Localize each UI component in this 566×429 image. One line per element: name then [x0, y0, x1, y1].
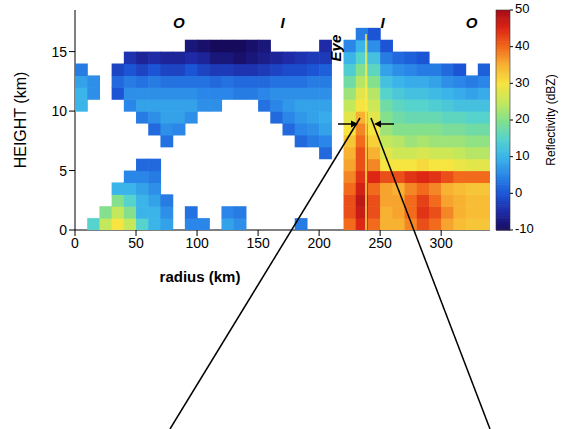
svg-text:30: 30	[515, 75, 529, 90]
svg-text:5: 5	[59, 163, 67, 179]
svg-text:HEIGHT (km): HEIGHT (km)	[12, 72, 29, 169]
svg-text:300: 300	[429, 235, 453, 251]
svg-text:10: 10	[515, 148, 529, 163]
svg-text:50: 50	[128, 235, 144, 251]
svg-text:I: I	[280, 14, 285, 31]
svg-text:50: 50	[515, 1, 529, 16]
svg-text:-10: -10	[515, 221, 534, 236]
svg-text:O: O	[173, 14, 185, 31]
svg-text:0: 0	[71, 235, 79, 251]
svg-text:150: 150	[246, 235, 270, 251]
svg-text:I: I	[381, 14, 386, 31]
svg-text:200: 200	[307, 235, 331, 251]
svg-text:0: 0	[515, 185, 522, 200]
svg-text:100: 100	[185, 235, 209, 251]
svg-text:radius (km): radius (km)	[160, 268, 241, 285]
svg-text:40: 40	[515, 38, 529, 53]
svg-text:15: 15	[51, 44, 67, 60]
svg-text:20: 20	[515, 111, 529, 126]
svg-text:0: 0	[59, 222, 67, 238]
svg-text:10: 10	[51, 103, 67, 119]
svg-text:250: 250	[368, 235, 392, 251]
svg-text:Reflectivity (dBZ): Reflectivity (dBZ)	[544, 74, 558, 165]
svg-text:Eye: Eye	[327, 35, 344, 62]
svg-text:O: O	[466, 14, 478, 31]
